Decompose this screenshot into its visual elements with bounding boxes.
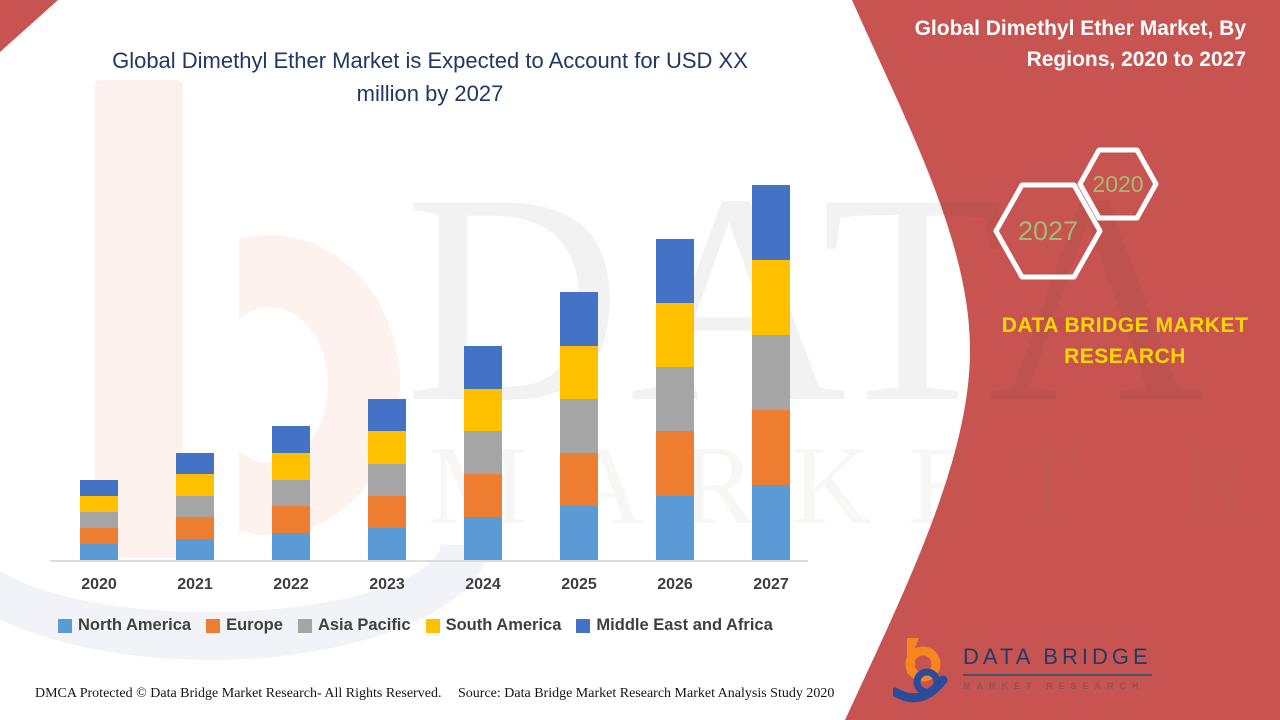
bar-segment-middle-east-and-africa-2024 [464, 345, 502, 389]
bar-segment-north-america-2024 [464, 517, 502, 560]
legend-label-north-america: North America [78, 616, 192, 634]
bar-segment-asia-pacific-2021 [176, 495, 214, 518]
bar-segment-asia-pacific-2023 [368, 463, 406, 496]
bar-segment-asia-pacific-2026 [656, 367, 694, 432]
bar-segment-north-america-2020 [80, 543, 118, 560]
logo-text: DATA BRIDGE MARKET RESEARCH [963, 634, 1152, 691]
x-tick-label-2026: 2026 [657, 576, 693, 593]
data-bridge-logo-icon [893, 638, 948, 703]
bar-segment-europe-2023 [368, 495, 406, 528]
legend-label-middle-east-and-africa: Middle East and Africa [596, 616, 773, 634]
x-tick-label-2020: 2020 [81, 576, 117, 593]
top-left-corner-triangle [0, 0, 58, 52]
hexagon-2020-label: 2020 [1092, 171, 1143, 197]
legend-item-europe: Europe [206, 616, 283, 635]
bar-segment-middle-east-and-africa-2027 [752, 185, 790, 260]
legend-item-middle-east-and-africa: Middle East and Africa [576, 616, 773, 635]
bar-segment-middle-east-and-africa-2023 [368, 399, 406, 432]
hexagon-2027-label: 2027 [1018, 216, 1078, 246]
chart-title: Global Dimethyl Ether Market is Expected… [112, 48, 748, 106]
bar-segment-north-america-2021 [176, 538, 214, 560]
red-side-panel-shape [845, 0, 1280, 720]
legend-item-north-america: North America [58, 616, 191, 635]
bar-2022 [272, 426, 310, 560]
legend-swatch-asia-pacific [297, 618, 312, 633]
bar-segment-europe-2026 [656, 431, 694, 496]
legend-item-asia-pacific: Asia Pacific [297, 616, 411, 635]
bar-segment-north-america-2026 [656, 495, 694, 560]
logo-name: DATA BRIDGE [963, 644, 1152, 676]
bar-segment-north-america-2023 [368, 527, 406, 560]
bar-segment-north-america-2025 [560, 506, 598, 560]
hexagon-badges: 2027 2020 [993, 147, 1159, 280]
data-bridge-logo: DATA BRIDGE MARKET RESEARCH [893, 634, 1152, 706]
bar-segment-asia-pacific-2025 [560, 399, 598, 453]
footer-source-text: Source: Data Bridge Market Research Mark… [458, 686, 835, 701]
side-panel-title: Global Dimethyl Ether Market, By Regions… [914, 17, 1246, 71]
bar-segment-north-america-2027 [752, 485, 790, 560]
bar-segment-asia-pacific-2024 [464, 431, 502, 475]
bar-segment-europe-2022 [272, 506, 310, 534]
bar-segment-south-america-2022 [272, 452, 310, 480]
x-axis-line [50, 560, 808, 562]
legend-swatch-south-america [425, 618, 440, 633]
x-tick-label-2021: 2021 [177, 576, 213, 593]
bar-segment-europe-2025 [560, 452, 598, 507]
bar-segment-south-america-2027 [752, 260, 790, 335]
bar-2026 [656, 238, 694, 560]
bar-segment-asia-pacific-2027 [752, 335, 790, 410]
bar-segment-europe-2021 [176, 517, 214, 539]
logo-subtitle: MARKET RESEARCH [963, 681, 1145, 691]
bar-segment-south-america-2026 [656, 302, 694, 368]
bar-segment-asia-pacific-2020 [80, 511, 118, 528]
legend-swatch-middle-east-and-africa [576, 618, 591, 633]
legend-swatch-north-america [58, 618, 72, 633]
watermark-logo-stem-shape [95, 80, 183, 558]
bar-2021 [176, 452, 214, 560]
x-tick-label-2022: 2022 [273, 576, 309, 593]
bar-segment-middle-east-and-africa-2025 [560, 292, 598, 346]
x-tick-label-2023: 2023 [369, 576, 405, 593]
legend-label-europe: Europe [226, 616, 283, 634]
legend-item-south-america: South America [425, 616, 562, 635]
chart-legend: North America Europe Asia Pacific South Ame… [58, 616, 773, 635]
bar-segment-south-america-2024 [464, 388, 502, 432]
bar-segment-asia-pacific-2022 [272, 479, 310, 507]
bar-2027 [752, 185, 790, 560]
bar-segment-south-america-2021 [176, 474, 214, 496]
bar-2020 [80, 479, 118, 560]
bar-segment-south-america-2025 [560, 345, 598, 400]
x-axis-tick-labels: 2020 2021 2022 2023 2024 2025 2026 2027 [52, 576, 812, 598]
x-tick-label-2024: 2024 [465, 576, 501, 593]
bar-segment-europe-2024 [464, 474, 502, 518]
bar-segment-south-america-2023 [368, 431, 406, 464]
hexagon-2020-outline [1077, 147, 1159, 221]
bar-segment-middle-east-and-africa-2026 [656, 238, 694, 303]
bar-segment-middle-east-and-africa-2020 [80, 479, 118, 496]
legend-label-south-america: South America [445, 616, 562, 634]
bar-2023 [368, 399, 406, 560]
bar-2025 [560, 292, 598, 560]
bar-segment-middle-east-and-africa-2022 [272, 426, 310, 453]
hexagon-2027-outline [993, 182, 1103, 280]
bar-segment-europe-2020 [80, 527, 118, 544]
x-tick-label-2025: 2025 [561, 576, 597, 593]
x-tick-label-2027: 2027 [753, 576, 789, 593]
legend-swatch-europe [206, 618, 221, 633]
bar-2024 [464, 345, 502, 560]
plot-area [52, 185, 812, 560]
bar-segment-north-america-2022 [272, 533, 310, 560]
bar-segment-europe-2027 [752, 410, 790, 485]
footer-dmca-text: DMCA Protected © Data Bridge Market Rese… [35, 686, 442, 701]
bar-segment-middle-east-and-africa-2021 [176, 452, 214, 475]
bar-segment-south-america-2020 [80, 495, 118, 512]
legend-label-asia-pacific: Asia Pacific [317, 616, 411, 634]
brand-text: DATA BRIDGE MARKET RESEARCH [1001, 314, 1249, 368]
